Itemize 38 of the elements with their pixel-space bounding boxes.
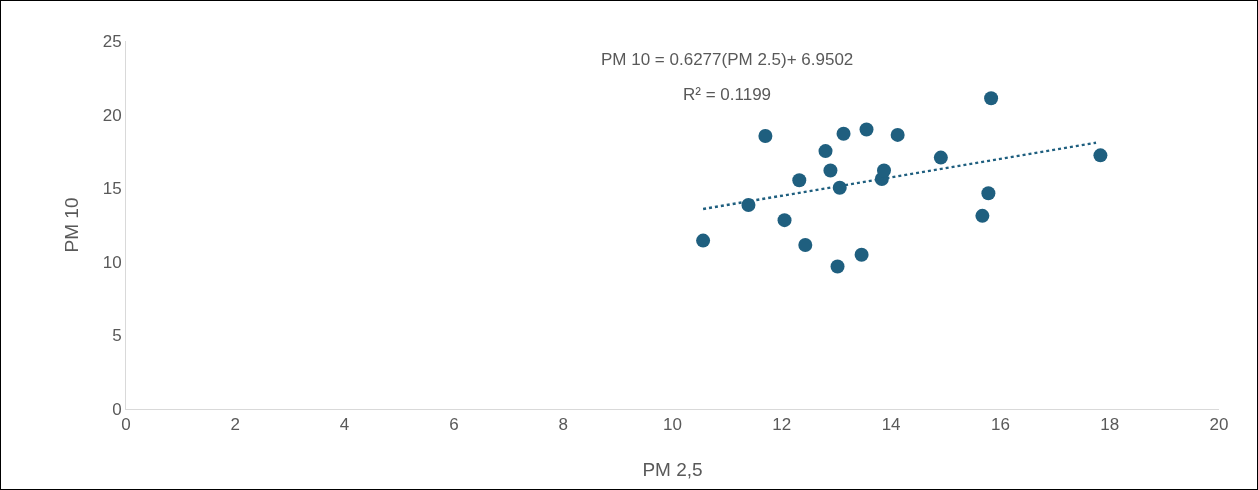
annotation: PM 10 = 0.6277(PM 2.5)+ 6.9502 [601,50,854,69]
point [696,233,711,248]
x-tick-label: 6 [449,415,459,435]
x-tick-label: 14 [881,415,901,435]
point [859,122,874,137]
x-tick-label: 2 [230,415,241,435]
x-tick-label: 20 [1209,415,1229,435]
point [890,127,905,142]
x-tick-label: 4 [339,415,350,435]
x-tick-label: 12 [772,415,792,435]
point [933,150,948,165]
point [758,128,773,143]
y-tick-label: 0 [112,399,122,419]
x-tick-label: 16 [990,415,1010,435]
point [836,126,851,141]
y-tick-label: 20 [102,105,122,125]
y-axis-title: PM 10 [61,197,82,253]
point [777,213,792,228]
point [984,91,999,106]
point [792,173,807,188]
point [854,247,869,262]
point [830,259,845,274]
x-tick-label: 8 [558,415,568,435]
point [981,186,996,201]
point [823,163,838,178]
y-tick-label: 10 [102,252,122,272]
point [975,208,990,223]
point [798,238,813,253]
x-axis-title: PM 2,5 [642,459,703,480]
annotation: R² = 0.1199 [683,85,772,104]
point [818,144,833,159]
point [1093,148,1108,163]
x-tick-label: 18 [1100,415,1120,435]
y-tick-label: 25 [102,31,122,51]
x-tick-label: 10 [663,415,682,435]
point [877,163,891,178]
y-tick-label: 15 [102,179,122,199]
y-tick-label: 5 [112,326,122,346]
